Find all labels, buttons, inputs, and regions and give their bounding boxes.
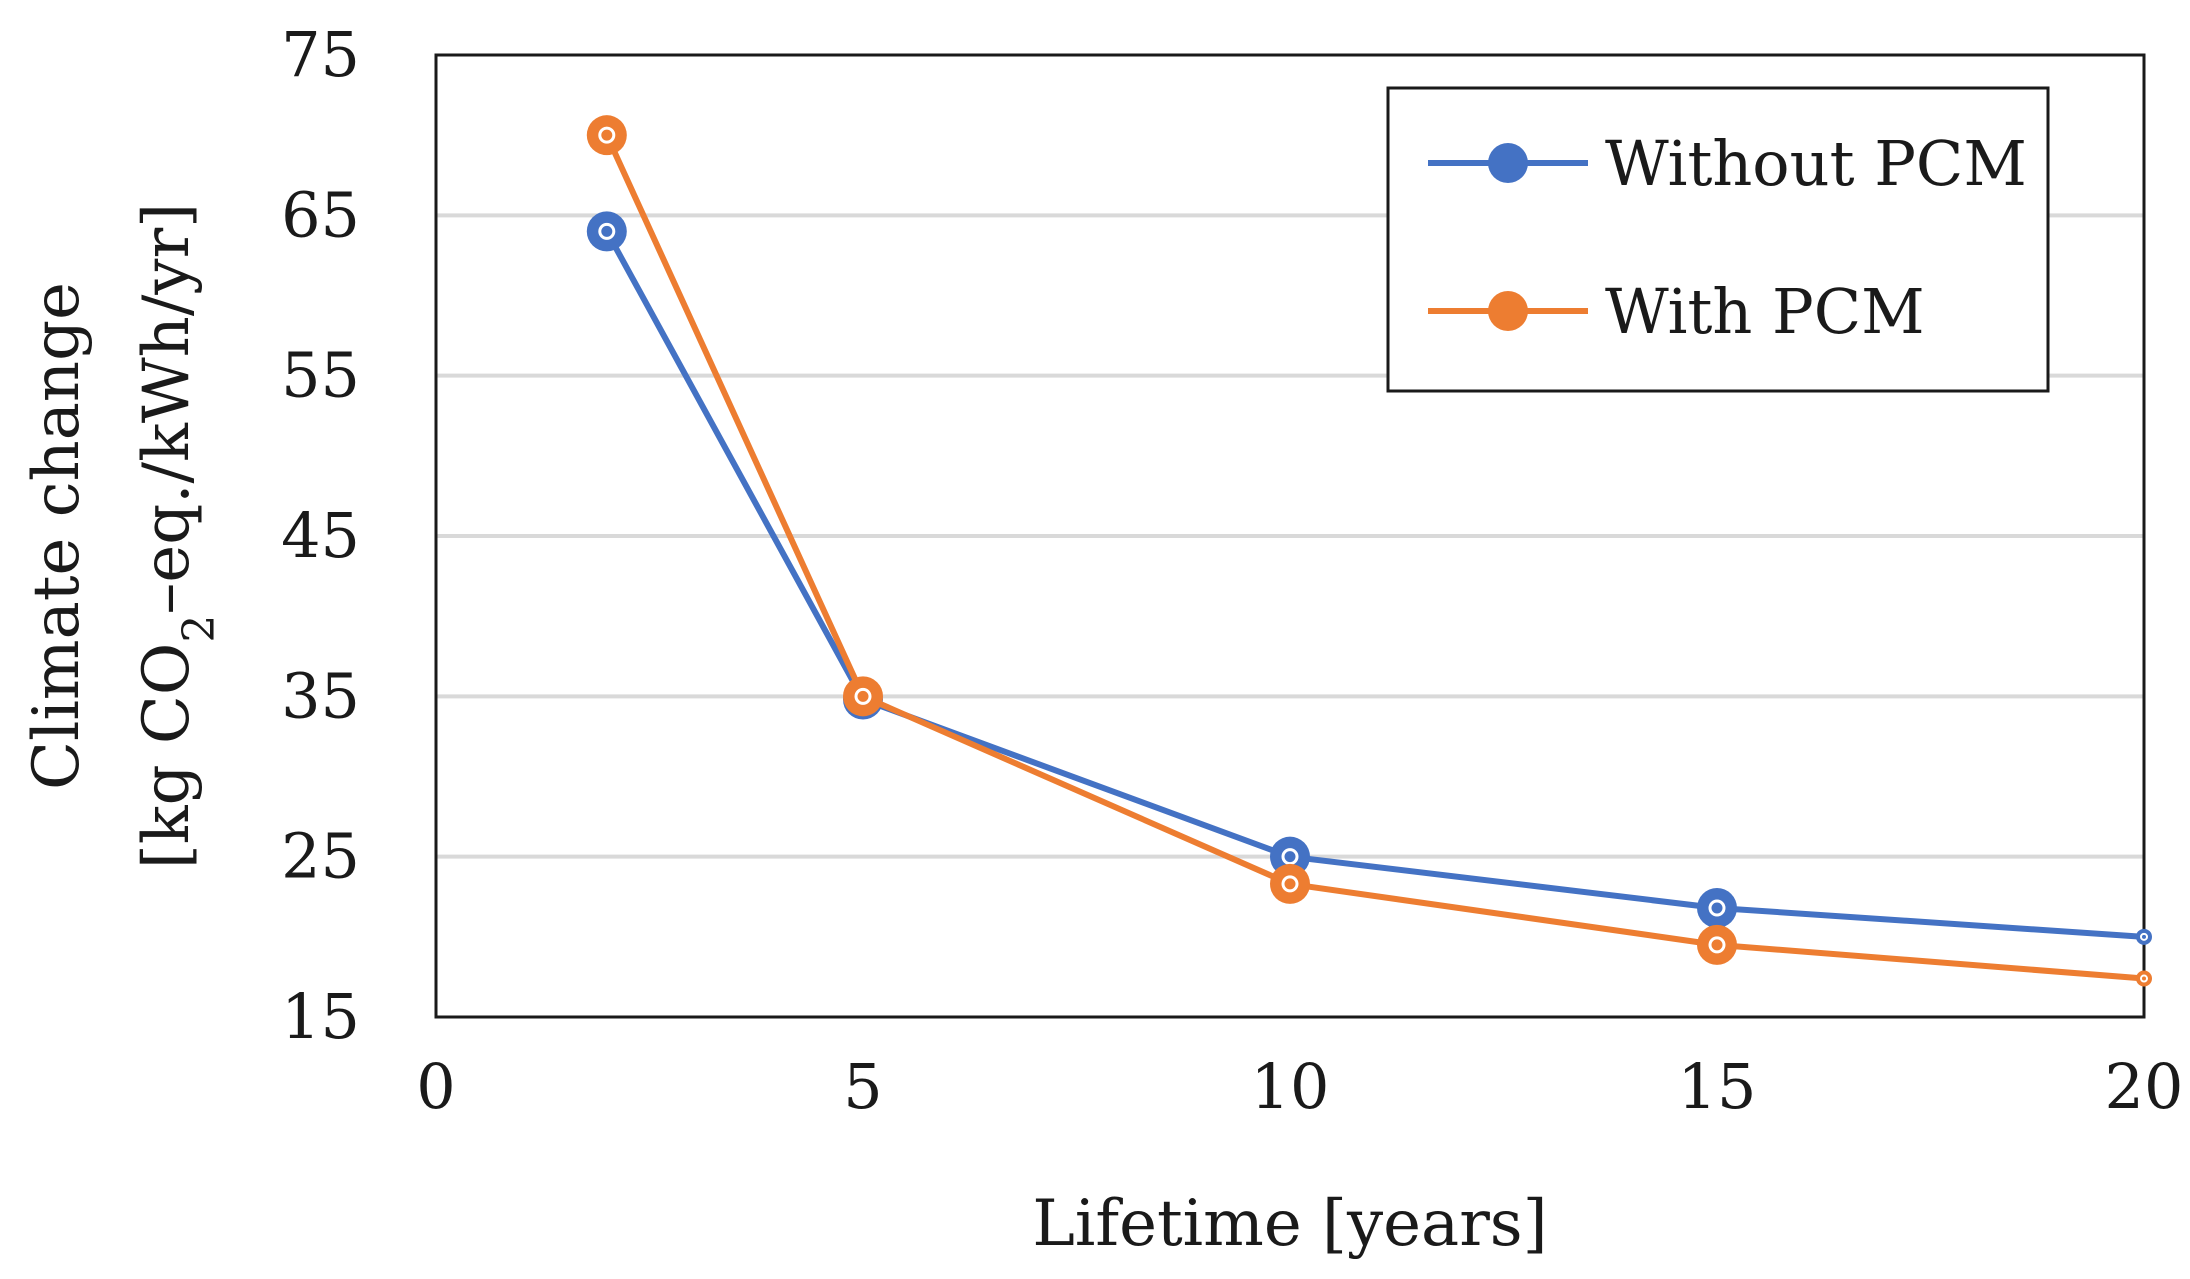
x-axis-ticks: 0 5 10 15 20: [416, 1050, 2183, 1123]
data-point: [1697, 887, 1737, 928]
data-point-highlight: [2140, 932, 2148, 941]
legend-marker: [1488, 143, 1528, 183]
y-tick-label: 55: [281, 339, 360, 412]
data-point: [2136, 928, 2152, 945]
data-point: [586, 115, 627, 156]
legend-item: Without PCM: [1428, 127, 2027, 200]
data-point-highlight: [854, 687, 872, 705]
y-axis-title-subscript: 2: [174, 615, 225, 643]
legend-label: With PCM: [1605, 275, 1925, 348]
x-tick-label: 0: [416, 1050, 455, 1123]
y-axis-title-suffix: –eq./kWh/yr]: [130, 203, 204, 615]
y-tick-label: 35: [281, 659, 360, 732]
y-tick-label: 65: [281, 178, 360, 251]
y-axis-title: Climate change [kg CO2–eq./kWh/yr]: [20, 203, 225, 869]
data-point-highlight: [2140, 974, 2148, 983]
legend-marker: [1488, 291, 1528, 331]
data-point-highlight: [1708, 899, 1726, 917]
y-axis-ticks: 15 25 35 45 55 65 75: [281, 18, 360, 1053]
y-tick-label: 25: [281, 820, 360, 893]
data-point: [1270, 863, 1310, 904]
legend-label: Without PCM: [1605, 127, 2027, 200]
data-point-highlight: [598, 126, 616, 144]
plot-area-frame: [434, 53, 2146, 1019]
data-point-highlight: [1708, 936, 1726, 954]
y-axis-title-prefix: [kg CO: [130, 643, 204, 870]
data-point: [2136, 970, 2152, 987]
data-point: [1697, 924, 1737, 965]
x-tick-label: 20: [2105, 1050, 2184, 1123]
data-point: [586, 211, 627, 252]
data-point: [843, 676, 883, 717]
x-axis-title: Lifetime [years]: [1032, 1187, 1547, 1261]
series-lines: [586, 115, 2152, 987]
data-point-highlight: [1281, 875, 1299, 893]
gridlines: [436, 213, 2144, 859]
series-with-pcm: [586, 115, 2152, 987]
legend-item: With PCM: [1428, 275, 1925, 348]
x-tick-label: 10: [1251, 1050, 1330, 1123]
legend-box: [1386, 86, 2050, 393]
y-tick-label: 15: [281, 980, 360, 1053]
y-tick-label: 75: [281, 18, 360, 91]
x-tick-label: 5: [843, 1050, 882, 1123]
y-tick-label: 45: [281, 499, 360, 572]
y-axis-title-line1: Climate change: [20, 282, 94, 790]
data-point-highlight: [1281, 848, 1299, 866]
legend: Without PCM With PCM: [1386, 86, 2050, 393]
x-tick-label: 15: [1678, 1050, 1757, 1123]
data-point-highlight: [598, 222, 616, 240]
y-axis-title-line2: [kg CO2–eq./kWh/yr]: [130, 203, 225, 869]
legend-items: Without PCM With PCM: [1428, 127, 2027, 348]
